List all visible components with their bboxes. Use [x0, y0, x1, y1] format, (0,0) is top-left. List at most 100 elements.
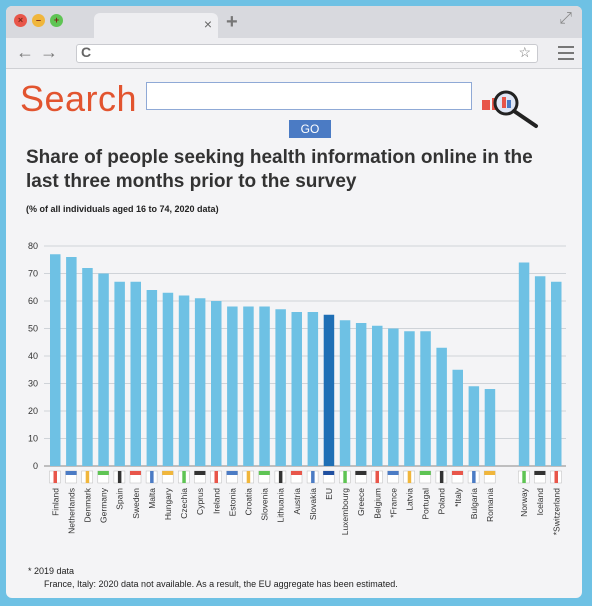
- bar-eu: [323, 314, 335, 466]
- bar-czechia: [178, 295, 190, 466]
- x-tick-label: Latvia: [404, 488, 414, 511]
- x-tick-label: *Italy: [453, 487, 463, 507]
- flag-icon: [97, 471, 109, 475]
- bar-austria: [291, 312, 302, 466]
- footnote-2019: * 2019 data: [28, 566, 75, 576]
- bar-portugal: [420, 331, 431, 466]
- bookmark-star-icon[interactable]: ☆: [518, 44, 531, 60]
- bar-latvia: [404, 331, 415, 466]
- flag-icon: [182, 471, 186, 483]
- tab-close-icon[interactable]: ×: [203, 16, 212, 32]
- flag-icon: [278, 471, 283, 483]
- x-tick-label: Cyprus: [195, 488, 205, 515]
- bar-croatia: [243, 306, 254, 466]
- chart-subtitle: (% of all individuals aged 16 to 74, 202…: [26, 204, 219, 214]
- x-tick-label: Netherlands: [66, 488, 76, 534]
- bar-lithuania: [275, 309, 286, 466]
- bar-romania: [484, 389, 496, 466]
- flag-icon: [117, 471, 122, 483]
- browser-tab[interactable]: ×: [94, 13, 218, 38]
- flag-icon: [484, 471, 496, 475]
- bar-malta: [146, 290, 158, 466]
- flag-icon: [226, 471, 238, 475]
- bar-finland: [50, 254, 61, 466]
- go-button[interactable]: GO: [289, 120, 331, 138]
- x-tick-label: Spain: [115, 488, 125, 510]
- bar-luxembourg: [339, 320, 351, 466]
- close-window-icon[interactable]: ×: [14, 14, 27, 27]
- flag-icon: [323, 471, 335, 475]
- back-arrow-icon[interactable]: ←: [16, 42, 34, 62]
- minimize-window-icon[interactable]: –: [32, 14, 45, 27]
- x-tick-label: Malta: [147, 488, 157, 509]
- x-tick-label: Sweden: [131, 488, 141, 519]
- y-tick-label: 10: [28, 434, 38, 444]
- bar-switzerland: [551, 281, 562, 466]
- x-tick-label: Estonia: [227, 488, 237, 517]
- y-tick-label: 50: [28, 324, 38, 334]
- flag-icon: [343, 471, 347, 483]
- forward-arrow-icon[interactable]: →: [40, 42, 58, 62]
- navigation-bar: ← → C ☆: [6, 38, 582, 69]
- maximize-window-icon[interactable]: +: [50, 14, 63, 27]
- expand-icon[interactable]: ⤢: [559, 10, 572, 27]
- flag-icon: [53, 471, 57, 483]
- flag-icon: [85, 471, 90, 483]
- bar-norway: [518, 262, 530, 466]
- x-tick-label: Czechia: [179, 488, 189, 519]
- bar-cyprus: [194, 298, 206, 466]
- x-tick-label: Finland: [50, 488, 60, 516]
- flag-icon: [311, 471, 315, 483]
- bar-estonia: [227, 306, 238, 466]
- flag-icon: [355, 471, 367, 475]
- x-tick-label: Luxembourg: [340, 488, 350, 536]
- flag-icon: [291, 471, 302, 475]
- bar-netherlands: [66, 257, 77, 466]
- address-bar[interactable]: C ☆: [76, 44, 538, 63]
- x-tick-label: Hungary: [163, 487, 173, 520]
- reload-icon[interactable]: C: [81, 44, 92, 60]
- search-title: Search: [20, 78, 138, 119]
- x-tick-label: *Switzerland: [551, 488, 561, 536]
- footnote-france-italy: France, Italy: 2020 data not available. …: [44, 579, 398, 589]
- search-input[interactable]: [146, 82, 472, 110]
- browser-window: × – + × + ⤢ ← → C ☆ Search GO Share of p…: [6, 6, 582, 598]
- x-tick-label: Denmark: [82, 487, 92, 522]
- x-tick-label: Lithuania: [276, 488, 286, 523]
- flag-icon: [407, 471, 412, 483]
- flag-icon: [258, 471, 270, 475]
- bar-slovenia: [259, 306, 270, 466]
- flag-icon: [194, 471, 206, 475]
- x-tick-label: Slovenia: [260, 488, 270, 521]
- x-tick-label: Norway: [519, 487, 529, 517]
- flag-icon: [554, 471, 558, 483]
- flag-icon: [65, 471, 77, 475]
- flag-icon: [214, 471, 218, 483]
- y-tick-label: 60: [28, 296, 38, 306]
- x-tick-label: Ireland: [211, 488, 221, 514]
- flag-icon: [375, 471, 379, 483]
- x-tick-label: Romania: [485, 488, 495, 522]
- flag-icon: [150, 471, 154, 483]
- bar-sweden: [130, 281, 141, 466]
- x-tick-label: Greece: [356, 488, 366, 516]
- x-tick-label: Bulgaria: [469, 488, 479, 519]
- y-tick-label: 80: [28, 241, 38, 251]
- bar-greece: [355, 323, 367, 466]
- bar-slovakia: [307, 312, 319, 466]
- flag-icon: [472, 471, 476, 483]
- new-tab-icon[interactable]: +: [226, 11, 238, 33]
- chart-title: Share of people seeking health informati…: [26, 147, 533, 192]
- bar-italy: [452, 369, 463, 466]
- magnifier-icon: [482, 90, 538, 128]
- x-tick-label: *France: [388, 488, 398, 518]
- x-tick-label: Germany: [99, 487, 109, 523]
- x-tick-label: Portugal: [421, 488, 431, 520]
- bar-chart: 0 10 20 30 40 50 60 70 80 Finland Netherlands Denma…: [28, 241, 566, 536]
- flag-icon: [534, 471, 546, 475]
- x-tick-label: Belgium: [372, 488, 382, 519]
- bar-hungary: [162, 292, 174, 466]
- menu-icon[interactable]: [558, 46, 574, 64]
- y-tick-label: 40: [28, 351, 38, 361]
- tab-bar: × – + × + ⤢: [6, 6, 582, 38]
